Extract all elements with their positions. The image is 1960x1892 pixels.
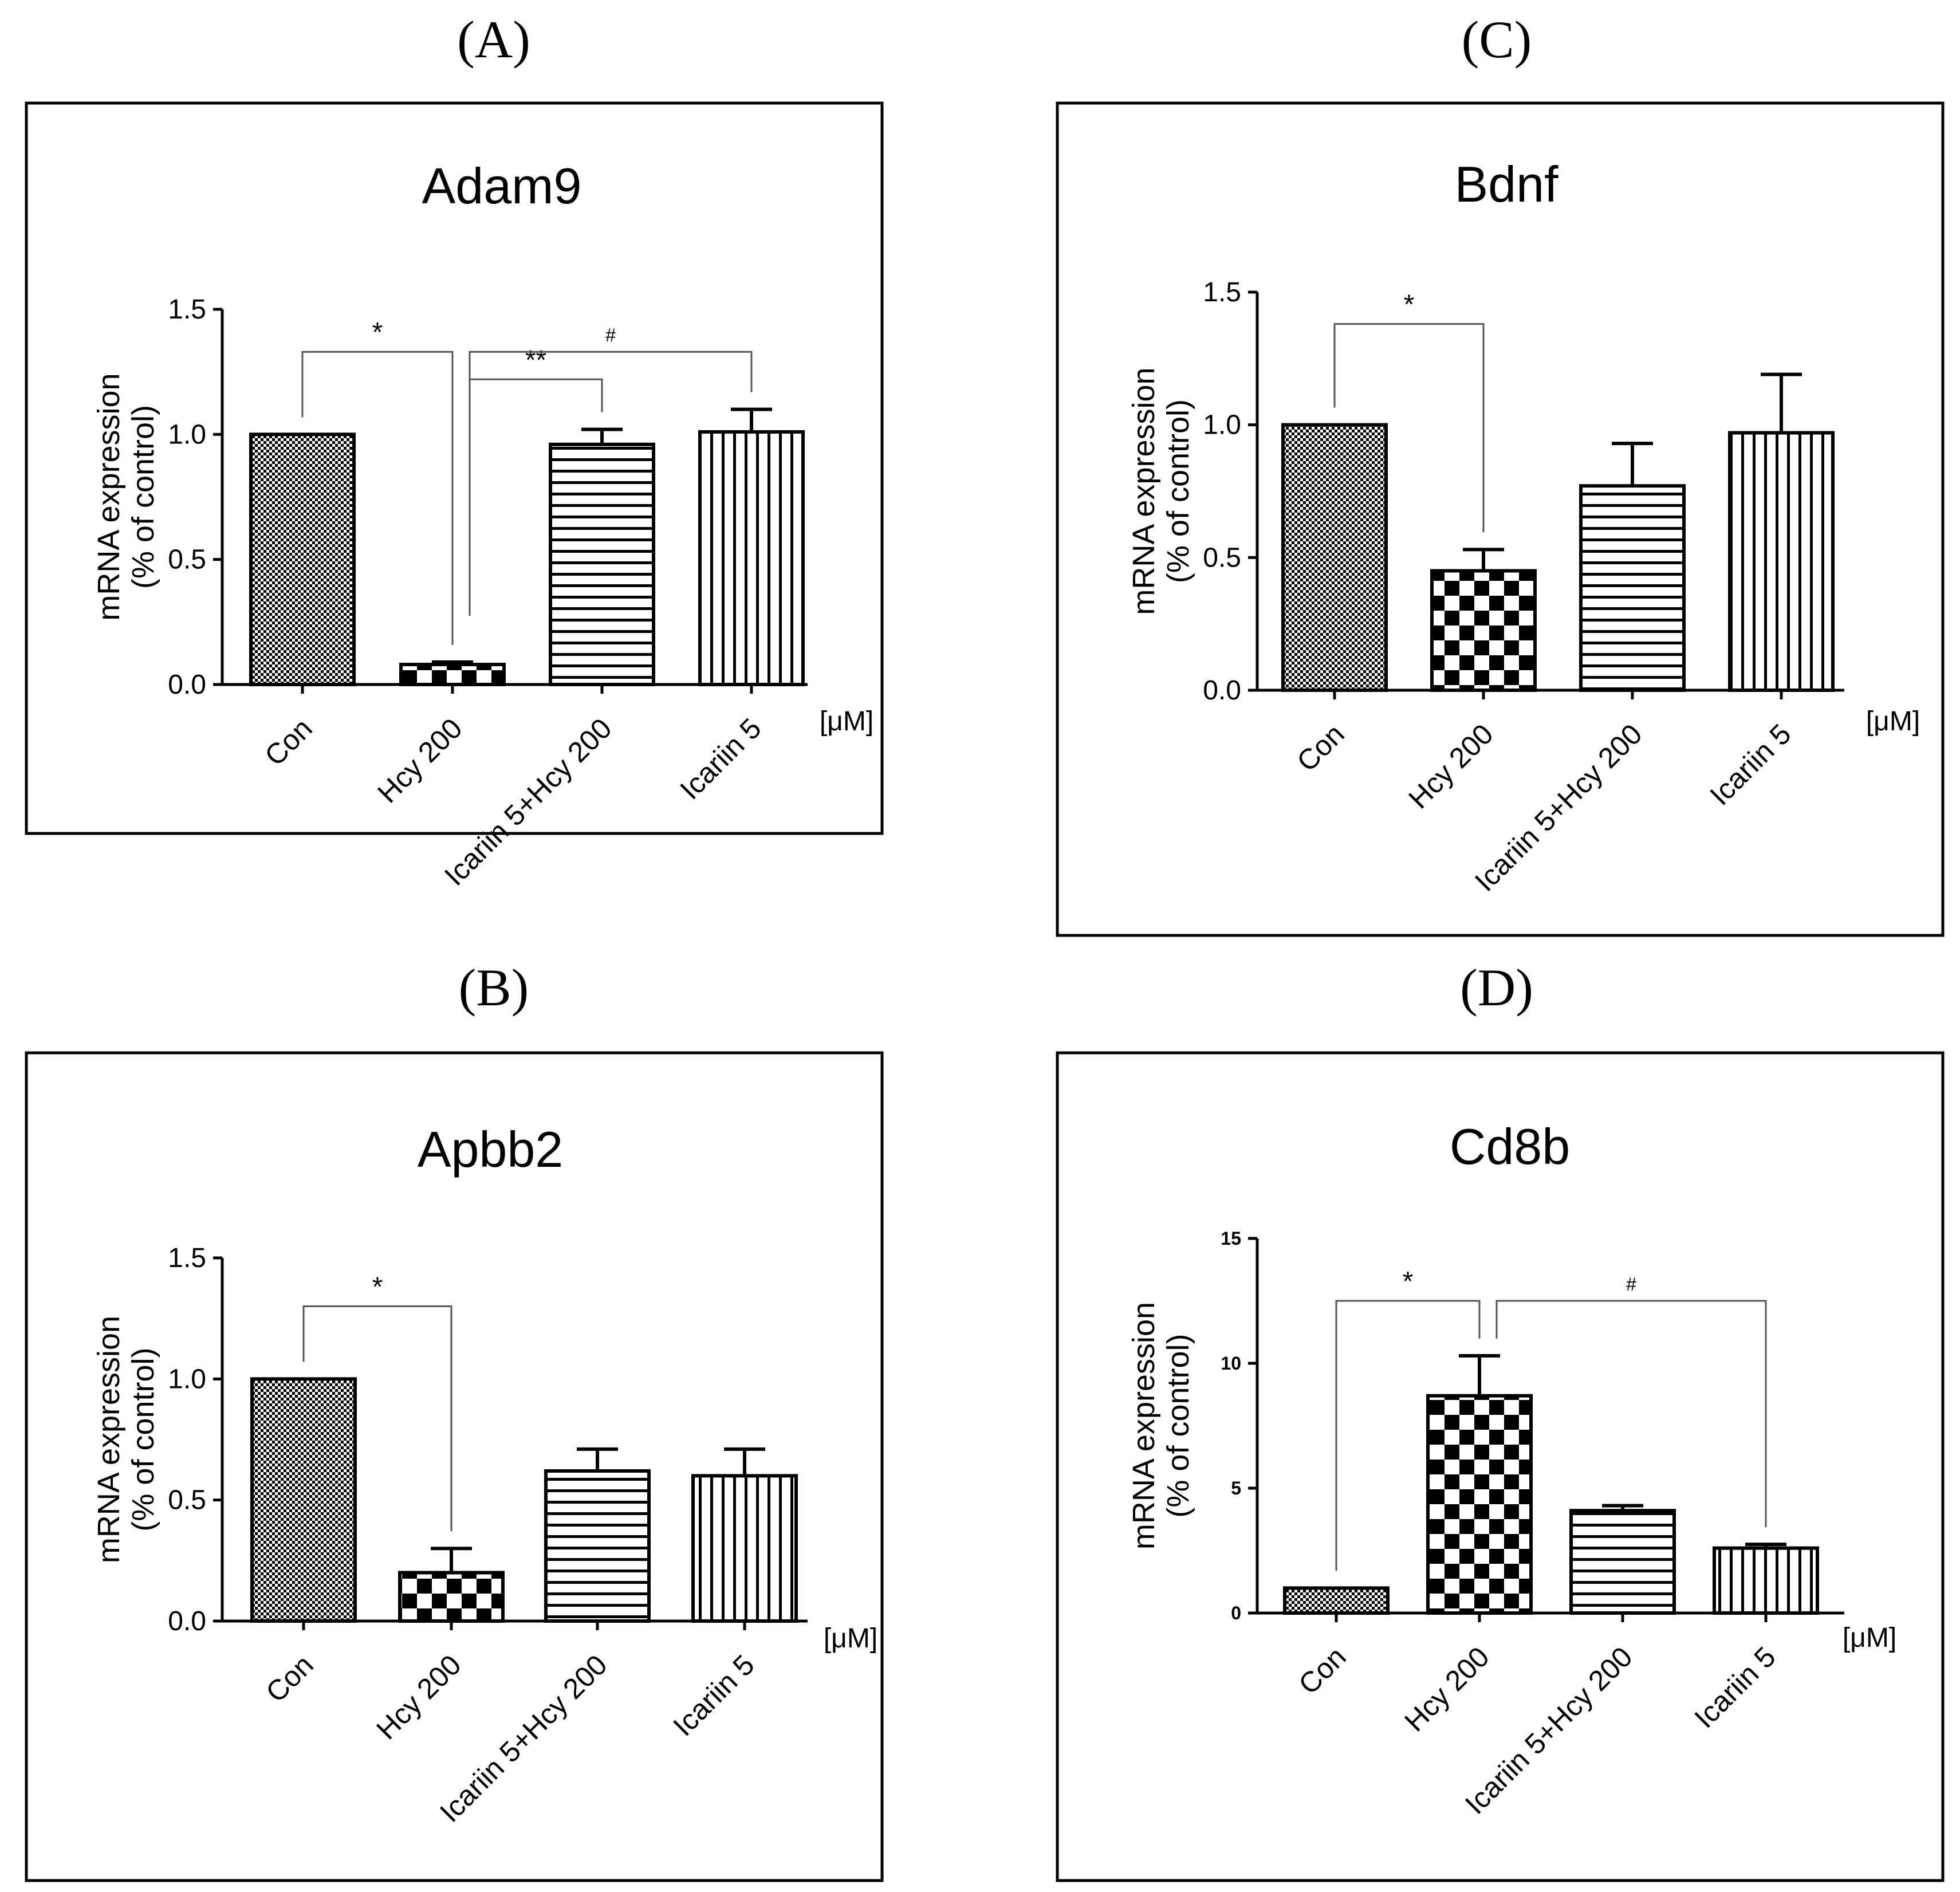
y-axis-label-line1: mRNA expression [1127,1302,1161,1549]
significance-label: * [372,317,383,348]
bar-2 [399,663,506,686]
y-tick-label: 1.5 [1203,277,1241,308]
bar-1 [249,432,356,686]
significance-bracket [1333,323,1485,533]
significance-label: * [1403,1266,1414,1297]
bar-4 [1713,1546,1819,1615]
panel-label: (B) [459,958,529,1017]
y-tick-label: 0 [1231,1603,1241,1623]
bar-3 [549,442,655,686]
y-tick-label: 0.5 [168,1485,206,1516]
panel-frame [25,1051,884,1882]
significance-bracket [1335,1300,1481,1571]
unit-label: [μM] [1843,1623,1896,1653]
significance-label: # [1626,1274,1636,1295]
significance-label: * [372,1272,383,1303]
bar-2 [398,1571,505,1623]
panel-label: (A) [457,10,530,69]
chart-title: Bdnf [1454,156,1558,213]
y-tick-label: 5 [1231,1478,1241,1498]
y-axis-label-line2: (% of control) [1161,399,1195,583]
y-axis-label-line2: (% of control) [126,1347,160,1531]
y-tick-label: 1.5 [168,294,206,325]
significance-bracket [302,1305,452,1532]
y-axis-label-line2: (% of control) [1161,1334,1195,1517]
unit-label: [μM] [824,1623,877,1654]
unit-label: [μM] [820,706,873,737]
panel-1: (A) Adam9 0.0 0.5 1.0 1.5 mRNA expression (% of… [25,10,884,892]
chart-title: Adam9 [422,158,582,214]
chart-title: Cd8b [1450,1118,1570,1175]
bar-2 [1426,1394,1533,1615]
panel-3: (C) Bdnf 0.0 0.5 1.0 1.5 mRNA expression (% of … [1056,10,1945,937]
y-tick-label: 0.0 [168,670,206,700]
bar-4 [691,1474,798,1623]
bar-1 [1281,423,1388,693]
bar-4 [1728,431,1835,692]
bar-1 [250,1377,357,1623]
y-tick-label: 10 [1221,1353,1241,1374]
unit-label: [μM] [1866,706,1920,737]
y-tick-label: 0.5 [168,545,206,575]
y-tick-label: 1.0 [168,419,206,450]
y-axis-label-line1: mRNA expression [92,373,126,620]
panel-2: (B) Apbb2 0.0 0.5 1.0 1.5 mRNA expression (% of… [25,958,884,1882]
significance-bracket [1495,1300,1767,1528]
panel-label: (D) [1460,958,1533,1017]
bar-2 [1430,569,1537,692]
bar-3 [1579,484,1686,692]
bar-1 [1283,1586,1390,1615]
y-tick-label: 1.5 [168,1243,206,1273]
significance-bracket [469,351,753,616]
significance-label: ** [525,345,546,375]
y-tick-label: 0.0 [1203,675,1241,706]
y-axis-label-line2: (% of control) [126,405,160,589]
y-tick-label: 0.5 [1203,542,1241,573]
significance-label: # [605,325,616,345]
panel-label: (C) [1462,10,1532,69]
y-axis-label-line1: mRNA expression [1127,367,1161,615]
y-tick-label: 0.0 [168,1606,206,1637]
y-axis-label-line1: mRNA expression [92,1316,126,1563]
panel-4: (D) Cd8b 0 5 10 15 mRNA expression (% of contro… [1056,958,1945,1882]
significance-bracket [301,351,454,645]
bar-3 [1569,1509,1676,1615]
y-tick-label: 1.0 [1203,410,1241,440]
bar-4 [698,430,805,686]
chart-title: Apbb2 [418,1121,563,1178]
y-tick-label: 15 [1221,1228,1241,1249]
significance-label: * [1404,290,1415,320]
bar-3 [544,1469,651,1623]
y-tick-label: 1.0 [168,1364,206,1394]
